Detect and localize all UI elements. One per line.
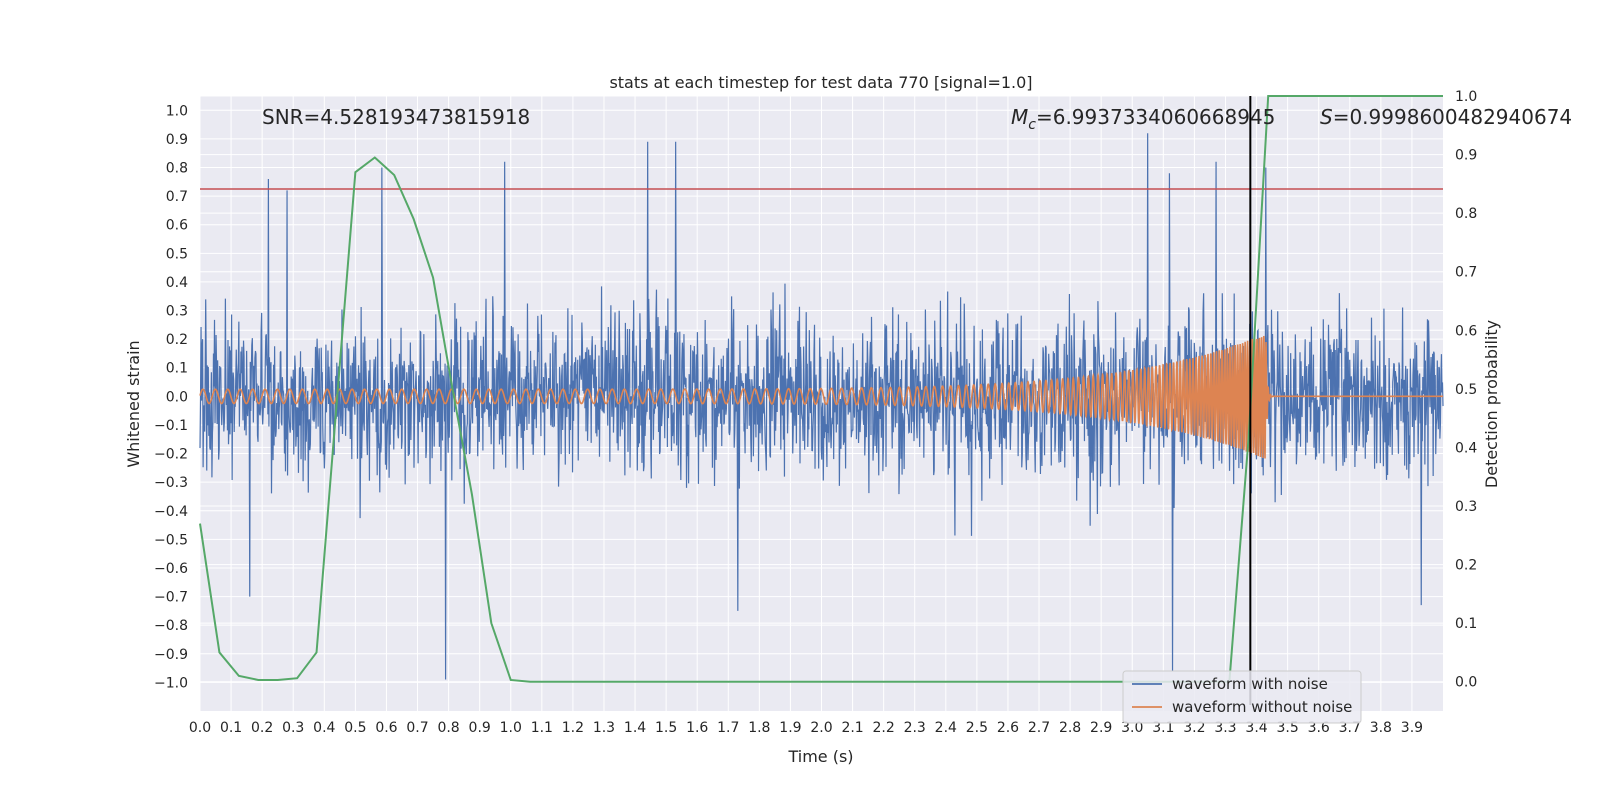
x-tick-label: 0.5	[344, 720, 366, 736]
x-tick-label: 1.9	[779, 720, 801, 736]
x-tick-label: 3.8	[1370, 720, 1392, 736]
y-tick-label-right: 0.8	[1455, 206, 1477, 222]
x-tick-label: 3.4	[1245, 720, 1267, 736]
x-tick-label: 3.2	[1183, 720, 1205, 736]
x-tick-label: 2.0	[810, 720, 832, 736]
x-ticks: 0.0 0.1 0.2 0.3 0.4 0.5 0.6 0.7 0.8 0.9 1.0 1.1 1.2 1…	[189, 720, 1423, 736]
y-tick-label-left: −0.9	[154, 647, 188, 663]
x-tick-label: 1.3	[593, 720, 615, 736]
x-tick-label: 0.7	[406, 720, 428, 736]
x-tick-label: 0.6	[375, 720, 397, 736]
chirp-mass-subscript: c	[1028, 117, 1036, 133]
x-tick-label: 1.6	[686, 720, 708, 736]
x-tick-label: 2.1	[841, 720, 863, 736]
x-tick-label: 0.3	[282, 720, 304, 736]
x-axis-label: Time (s)	[787, 747, 853, 766]
y-tick-label-left: 0.0	[166, 389, 188, 405]
x-tick-label: 1.2	[562, 720, 584, 736]
y-tick-label-right: 0.6	[1455, 323, 1477, 339]
x-tick-label: 2.2	[873, 720, 895, 736]
y-tick-label-left: 1.0	[166, 103, 188, 119]
x-tick-label: 2.7	[1028, 720, 1050, 736]
y-tick-label-right: 0.2	[1455, 558, 1477, 574]
y-axis-label-left: Whitened strain	[124, 340, 143, 467]
chirp-mass-symbol: M	[1011, 105, 1028, 129]
y-tick-label-left: −0.1	[154, 418, 188, 434]
y-tick-label-left: −1.0	[154, 675, 188, 691]
chirp-mass-annotation: Mc=6.9937334060668945	[1011, 105, 1275, 133]
y-tick-label-left: −0.3	[154, 475, 188, 491]
x-tick-label: 1.0	[500, 720, 522, 736]
x-tick-label: 3.3	[1214, 720, 1236, 736]
x-tick-label: 1.8	[748, 720, 770, 736]
x-tick-label: 0.2	[251, 720, 273, 736]
y-tick-label-left: −0.2	[154, 447, 188, 463]
x-tick-label: 2.4	[935, 720, 957, 736]
y-tick-label-left: −0.4	[154, 504, 188, 520]
x-tick-label: 3.0	[1121, 720, 1143, 736]
x-tick-label: 2.8	[1059, 720, 1081, 736]
x-tick-label: 1.4	[624, 720, 646, 736]
x-tick-label: 3.7	[1339, 720, 1361, 736]
snr-annotation: SNR=4.528193473815918	[262, 105, 530, 129]
y-tick-label-left: −0.6	[154, 561, 188, 577]
series-waveform-without-noise	[199, 335, 1443, 459]
y-tick-label-left: 0.3	[166, 304, 188, 320]
y-ticks-left: 1.0 0.9 0.8 0.7 0.6 0.5 0.4 0.3 0.2 0.1 0.0 −0.1 −0.…	[154, 103, 188, 691]
y-tick-label-left: −0.7	[154, 590, 188, 606]
y-tick-label-left: 0.5	[166, 246, 188, 262]
x-tick-label: 0.0	[189, 720, 211, 736]
y-tick-label-right: 0.9	[1455, 148, 1477, 164]
y-tick-label-right: 0.4	[1455, 440, 1477, 456]
x-tick-label: 3.5	[1276, 720, 1298, 736]
score-symbol: S	[1320, 105, 1333, 129]
x-tick-label: 1.1	[531, 720, 553, 736]
legend-label-clean: waveform without noise	[1172, 698, 1352, 716]
y-tick-label-left: 0.7	[166, 189, 188, 205]
y-tick-label-left: 0.6	[166, 218, 188, 234]
y-tick-label-left: −0.8	[154, 618, 188, 634]
y-tick-label-right: 0.0	[1455, 675, 1477, 691]
y-tick-label-left: −0.5	[154, 532, 188, 548]
y-tick-label-left: 0.2	[166, 332, 188, 348]
series-waveform-with-noise	[199, 133, 1444, 680]
x-tick-label: 0.8	[437, 720, 459, 736]
y-tick-label-left: 0.1	[166, 361, 188, 377]
x-tick-label: 2.3	[904, 720, 926, 736]
y-ticks-right: 0.0 0.1 0.2 0.3 0.4 0.5 0.6 0.7 0.8 0.9 1.0	[1455, 89, 1477, 691]
noise-series	[199, 133, 1444, 680]
chirp-mass-value: =6.9937334060668945	[1036, 105, 1275, 129]
y-tick-label-right: 0.3	[1455, 499, 1477, 515]
y-tick-label-left: 0.9	[166, 132, 188, 148]
x-tick-label: 2.9	[1090, 720, 1112, 736]
x-tick-label: 0.4	[313, 720, 335, 736]
x-tick-label: 3.9	[1401, 720, 1423, 736]
x-tick-label: 2.5	[966, 720, 988, 736]
x-tick-label: 0.9	[469, 720, 491, 736]
y-tick-label-right: 0.7	[1455, 265, 1477, 281]
x-tick-label: 0.1	[220, 720, 242, 736]
y-tick-label-right: 0.1	[1455, 616, 1477, 632]
x-tick-label: 3.1	[1152, 720, 1174, 736]
x-tick-label: 1.5	[655, 720, 677, 736]
x-tick-label: 3.6	[1308, 720, 1330, 736]
legend-box	[1122, 670, 1362, 724]
chirp-series	[199, 335, 1443, 459]
score-annotation: S=0.9998600482940674	[1320, 105, 1572, 129]
x-tick-label: 1.7	[717, 720, 739, 736]
legend-label-noise: waveform with noise	[1172, 675, 1328, 693]
x-tick-label: 2.6	[997, 720, 1019, 736]
chart-title: stats at each timestep for test data 770…	[609, 73, 1032, 92]
y-tick-label-right: 0.5	[1455, 382, 1477, 398]
legend: waveform with noise waveform without noi…	[1122, 670, 1362, 724]
y-tick-label-left: 0.4	[166, 275, 188, 291]
y-axis-label-right: Detection probability	[1482, 320, 1501, 488]
y-tick-label-left: 0.8	[166, 161, 188, 177]
score-value: =0.9998600482940674	[1333, 105, 1572, 129]
y-tick-label-right: 1.0	[1455, 89, 1477, 105]
